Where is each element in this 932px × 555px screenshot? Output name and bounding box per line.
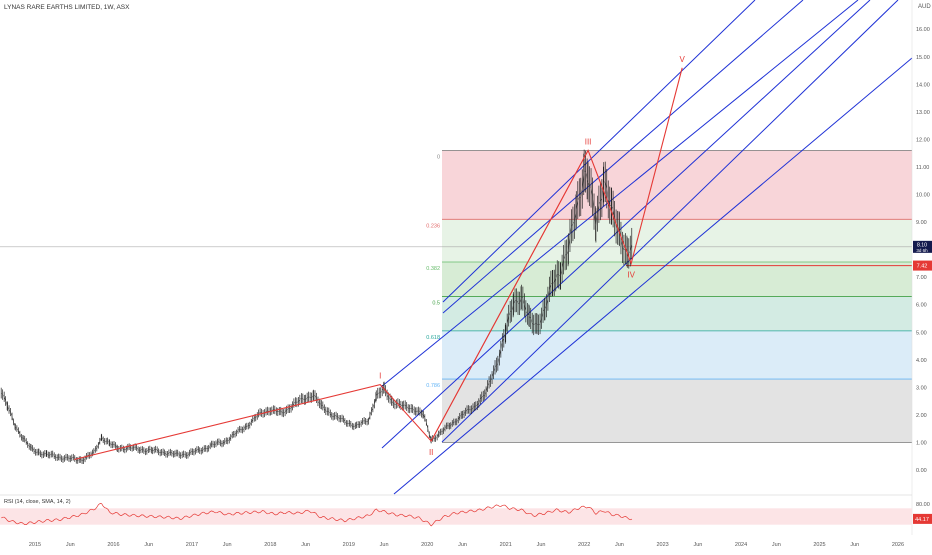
rsi-line [1,503,633,527]
rsi-current-tag [913,513,932,524]
x-tick-label: Jun [458,542,467,548]
x-tick-label: Jun [301,542,310,548]
y-tick-label: 14.00 [916,82,930,88]
rsi-pane: RSI (14, close, SMA, 14, 2)80.0040.0044.… [0,494,932,527]
y-tick-label: 12.00 [916,137,930,143]
fib-level-label: 0.5 [432,300,440,306]
channel-line [442,0,756,303]
fib-zone [442,330,912,380]
y-tick-label: 3.00 [916,385,927,391]
current-time-remaining: 3d 6h [916,248,928,253]
fib-level-label: 0.236 [426,223,440,229]
x-tick-label: 2026 [892,542,904,548]
wave-path [74,67,683,461]
wave-segment [430,150,589,442]
currency-label: AUD [918,4,931,10]
fib-fills [442,150,912,443]
x-tick-label: 2015 [29,542,41,548]
x-tick-label: Jun [850,542,859,548]
chart-title: LYNAS RARE EARTHS LIMITED, 1W, ASX [4,4,130,11]
x-tick-label: 2017 [186,542,198,548]
fib-lines: 0 0.236 0.382 0.5 0.618 0.786 [0,150,912,443]
x-tick-label: 2023 [656,542,668,548]
channel-line [442,0,804,314]
x-tick-label: Jun [380,542,389,548]
x-tick-label: Jun [693,542,702,548]
x-tick-label: Jun [66,542,75,548]
x-tick-label: Jun [144,542,153,548]
fib-zone [442,296,912,331]
y-tick-label: 10.00 [916,193,930,199]
fib-level-label: 0.382 [426,266,440,272]
x-tick-label: Jun [537,542,546,548]
channel-lines [380,0,913,495]
axes: 16.00 15.00 14.00 13.00 12.00 11.00 10.00 9.00 8… [29,0,932,548]
x-tick-label: 2020 [421,542,433,548]
current-price-value: 8.10 [917,242,927,248]
x-tick-label: 2022 [578,542,590,548]
x-tick-label: 2018 [264,542,276,548]
fib-zone [442,261,912,297]
level-tag-value: 7.42 [917,264,928,270]
x-tick-label: 2021 [500,542,512,548]
wave-label: II [429,448,433,457]
y-tick-label: 11.00 [916,165,929,171]
x-tick-label: 2019 [343,542,355,548]
fib-level-label: 0.618 [426,335,440,341]
x-tick-label: Jun [772,542,781,548]
fib-level-label: 0 [437,154,440,160]
wave-label: V [680,55,686,64]
channel-line [380,0,859,388]
price-series [0,149,633,465]
wave-label: IV [627,270,635,279]
rsi-band [0,508,912,525]
channel-line [441,0,899,443]
level-tag [913,260,932,271]
rsi-current-value: 44.17 [915,517,929,523]
y-tick-label: 15.00 [916,55,930,61]
x-tick-label: 2025 [813,542,825,548]
y-tick-label: 1.00 [916,440,927,446]
fib-zone [442,219,912,262]
wave-label: I [379,372,381,381]
x-tick-label: Jun [223,542,232,548]
x-tick-label: Jun [615,542,624,548]
rsi-tick-label: 80.00 [916,502,930,508]
fib-zone [442,150,912,220]
fib-zone [442,379,912,443]
y-tick-label: 5.00 [916,330,927,336]
y-tick-label: 16.00 [916,27,930,33]
y-tick-label: 4.00 [916,358,927,364]
x-tick-label: 2016 [107,542,119,548]
channel-line [393,57,913,495]
y-tick-label: 2.00 [916,413,927,419]
wave-label: III [585,137,592,146]
y-tick-label: 0.00 [916,468,927,474]
channel-line [381,0,871,449]
y-tick-label: 9.00 [916,220,927,226]
y-tick-label: 7.00 [916,275,927,281]
current-price-tag [913,240,932,253]
y-tick-label: 6.00 [916,303,927,309]
y-tick-label: 13.00 [916,110,930,116]
fib-level-label: 0.786 [426,383,440,389]
x-tick-label: 2024 [735,542,747,548]
rsi-label: RSI (14, close, SMA, 14, 2) [4,499,71,505]
price-line [1,170,633,461]
